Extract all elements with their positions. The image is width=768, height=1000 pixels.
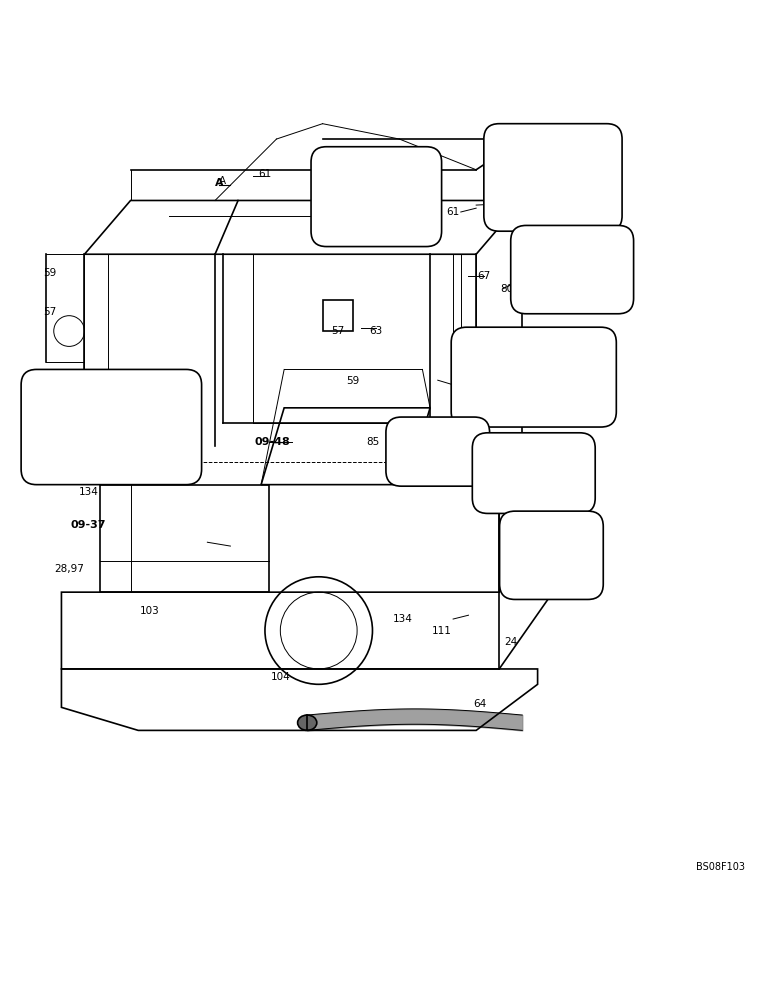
Text: 114: 114 [55,395,75,405]
FancyBboxPatch shape [484,124,622,231]
Polygon shape [498,458,570,488]
Text: 61: 61 [446,207,460,217]
Polygon shape [65,412,77,435]
FancyBboxPatch shape [499,511,604,599]
Text: 65: 65 [485,199,498,209]
Text: 103: 103 [140,606,160,616]
FancyBboxPatch shape [451,327,616,427]
Text: 65: 65 [335,153,349,163]
Polygon shape [77,442,154,446]
Text: 103: 103 [351,207,371,217]
FancyBboxPatch shape [21,369,201,485]
Text: A: A [405,220,414,230]
Text: 09-41: 09-41 [581,242,617,252]
FancyBboxPatch shape [311,147,442,247]
Text: 111: 111 [543,541,563,551]
Text: 123: 123 [520,353,540,363]
Text: 57: 57 [331,326,345,336]
Text: 76: 76 [504,146,518,156]
Text: 114: 114 [478,345,498,355]
Text: 09-37: 09-37 [71,520,106,530]
Text: 09-48: 09-48 [255,437,290,447]
Text: 101: 101 [581,357,601,367]
Text: 24: 24 [504,637,518,647]
Text: 63: 63 [369,326,383,336]
Text: 85: 85 [366,437,379,447]
Text: BS08F103: BS08F103 [696,862,745,872]
Text: 61: 61 [258,169,272,179]
Text: 134: 134 [393,614,413,624]
FancyBboxPatch shape [511,225,634,314]
Text: 67: 67 [477,271,491,281]
Polygon shape [495,362,507,385]
Text: 80: 80 [573,280,587,290]
Text: 126: 126 [551,172,571,182]
Text: A: A [214,178,223,188]
Circle shape [372,193,380,200]
Text: 106: 106 [124,443,144,453]
Text: 121: 121 [351,192,371,202]
Ellipse shape [550,163,556,169]
Text: 104: 104 [270,672,290,682]
Polygon shape [495,381,515,389]
Polygon shape [65,431,92,439]
Text: 111: 111 [432,626,452,636]
FancyBboxPatch shape [472,433,595,513]
Text: 80: 80 [500,284,514,294]
Text: 95: 95 [435,453,449,463]
Text: 59: 59 [346,376,360,386]
Text: 134: 134 [78,487,98,497]
Text: 123: 123 [48,411,68,421]
Text: 110: 110 [578,265,598,275]
Text: 64: 64 [473,699,487,709]
Ellipse shape [298,715,317,730]
Text: 59: 59 [43,268,57,278]
Text: A: A [407,220,415,230]
Ellipse shape [68,411,75,416]
Text: 32: 32 [561,487,575,497]
Circle shape [426,448,431,452]
Text: 77: 77 [519,444,533,454]
Circle shape [549,170,557,177]
Text: 119: 119 [424,440,444,450]
Text: A: A [607,203,614,213]
Text: 28,97: 28,97 [55,564,84,574]
Ellipse shape [550,178,556,184]
Text: 57: 57 [43,307,57,317]
Text: A: A [219,176,227,186]
FancyBboxPatch shape [386,417,490,486]
